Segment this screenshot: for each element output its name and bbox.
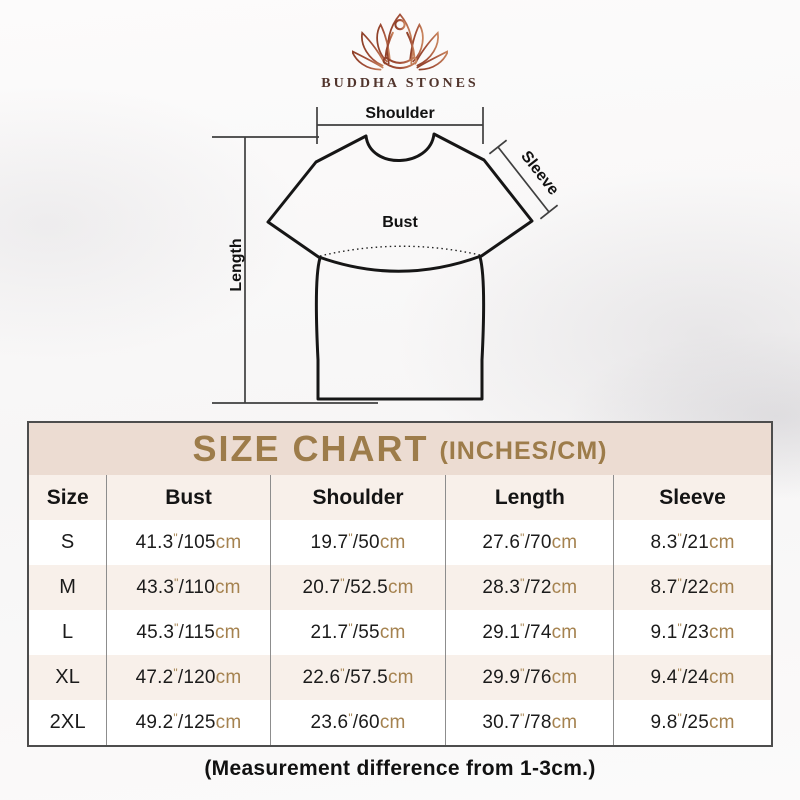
diagram-label-bust: Bust [382,214,418,231]
sleeve-cell: 8.7"/22cm [613,565,771,610]
diagram-label-length: Length [228,238,245,291]
length-cell: 30.7"/78cm [445,700,614,745]
sleeve-cell: 9.4"/24cm [613,655,771,700]
table-row: M 43.3"/110cm 20.7"/52.5cm 28.3"/72cm 8.7"/2… [29,565,771,610]
column-header-shoulder: Shoulder [269,475,446,520]
shoulder-cell: 21.7"/55cm [269,610,446,655]
diagram-label-sleeve: Sleeve [517,148,562,199]
table-row: S 41.3"/105cm 19.7"/50cm 27.6"/70cm 8.3"/21c… [29,520,771,565]
column-header-size: Size [46,485,89,509]
size-cell: 2XL [49,711,86,733]
length-cell: 29.9"/76cm [445,655,614,700]
tshirt-measurement-diagram: Shoulder Bust Length Sleeve [212,105,562,404]
size-cell: M [59,576,77,598]
size-chart-title-main: SIZE CHART [192,428,429,469]
size-cell: XL [55,666,81,688]
length-cell: 28.3"/72cm [445,565,614,610]
bust-dotted-line [319,245,481,257]
table-header-row: Size Bust Shoulder Length Sleeve [29,475,771,520]
size-cell: L [62,621,74,643]
size-table: Size Bust Shoulder Length Sleeve S 41.3"/… [29,475,771,745]
diagram-label-shoulder: Shoulder [365,105,434,122]
shoulder-cell: 20.7"/52.5cm [269,565,446,610]
sleeve-dimension-line [488,139,559,220]
length-dimension-line [212,136,378,404]
column-header-sleeve: Sleeve [613,475,771,520]
sleeve-cell: 8.3"/21cm [613,520,771,565]
bust-cell: 47.2"/120cm [106,655,271,700]
sleeve-cell: 9.8"/25cm [613,700,771,745]
shoulder-cell: 23.6"/60cm [269,700,446,745]
bust-cell: 45.3"/115cm [106,610,271,655]
lotus-meditation-icon [352,13,448,71]
bust-cell: 41.3"/105cm [106,520,271,565]
column-header-bust: Bust [106,475,271,520]
size-cell: S [60,531,75,553]
bust-cell: 43.3"/110cm [106,565,271,610]
measurement-note: (Measurement difference from 1-3cm.) [204,757,596,780]
size-chart-title: SIZE CHART (INCHES/CM) [29,423,771,475]
length-cell: 27.6"/70cm [445,520,614,565]
brand-name: BUDDHA STONES [321,76,479,91]
tshirt-outline [266,132,534,401]
sleeve-cell: 9.1"/23cm [613,610,771,655]
table-row: L 45.3"/115cm 21.7"/55cm 29.1"/74cm 9.1"/23c… [29,610,771,655]
column-header-length: Length [445,475,614,520]
length-cell: 29.1"/74cm [445,610,614,655]
bust-lower-arc [318,254,482,273]
size-table-body: S 41.3"/105cm 19.7"/50cm 27.6"/70cm 8.3"/21c… [29,520,771,745]
bust-cell: 49.2"/125cm [106,700,271,745]
shoulder-cell: 19.7"/50cm [269,520,446,565]
size-chart-title-units: (INCHES/CM) [439,436,608,465]
table-row: 2XL 49.2"/125cm 23.6"/60cm 30.7"/78cm 9.8"/2… [29,700,771,745]
brand-logo: BUDDHA STONES [0,10,800,92]
shoulder-cell: 22.6"/57.5cm [269,655,446,700]
table-row: XL 47.2"/120cm 22.6"/57.5cm 29.9"/76cm 9.4"/… [29,655,771,700]
size-chart-panel: SIZE CHART (INCHES/CM) Size Bust Shoulde… [27,421,773,747]
